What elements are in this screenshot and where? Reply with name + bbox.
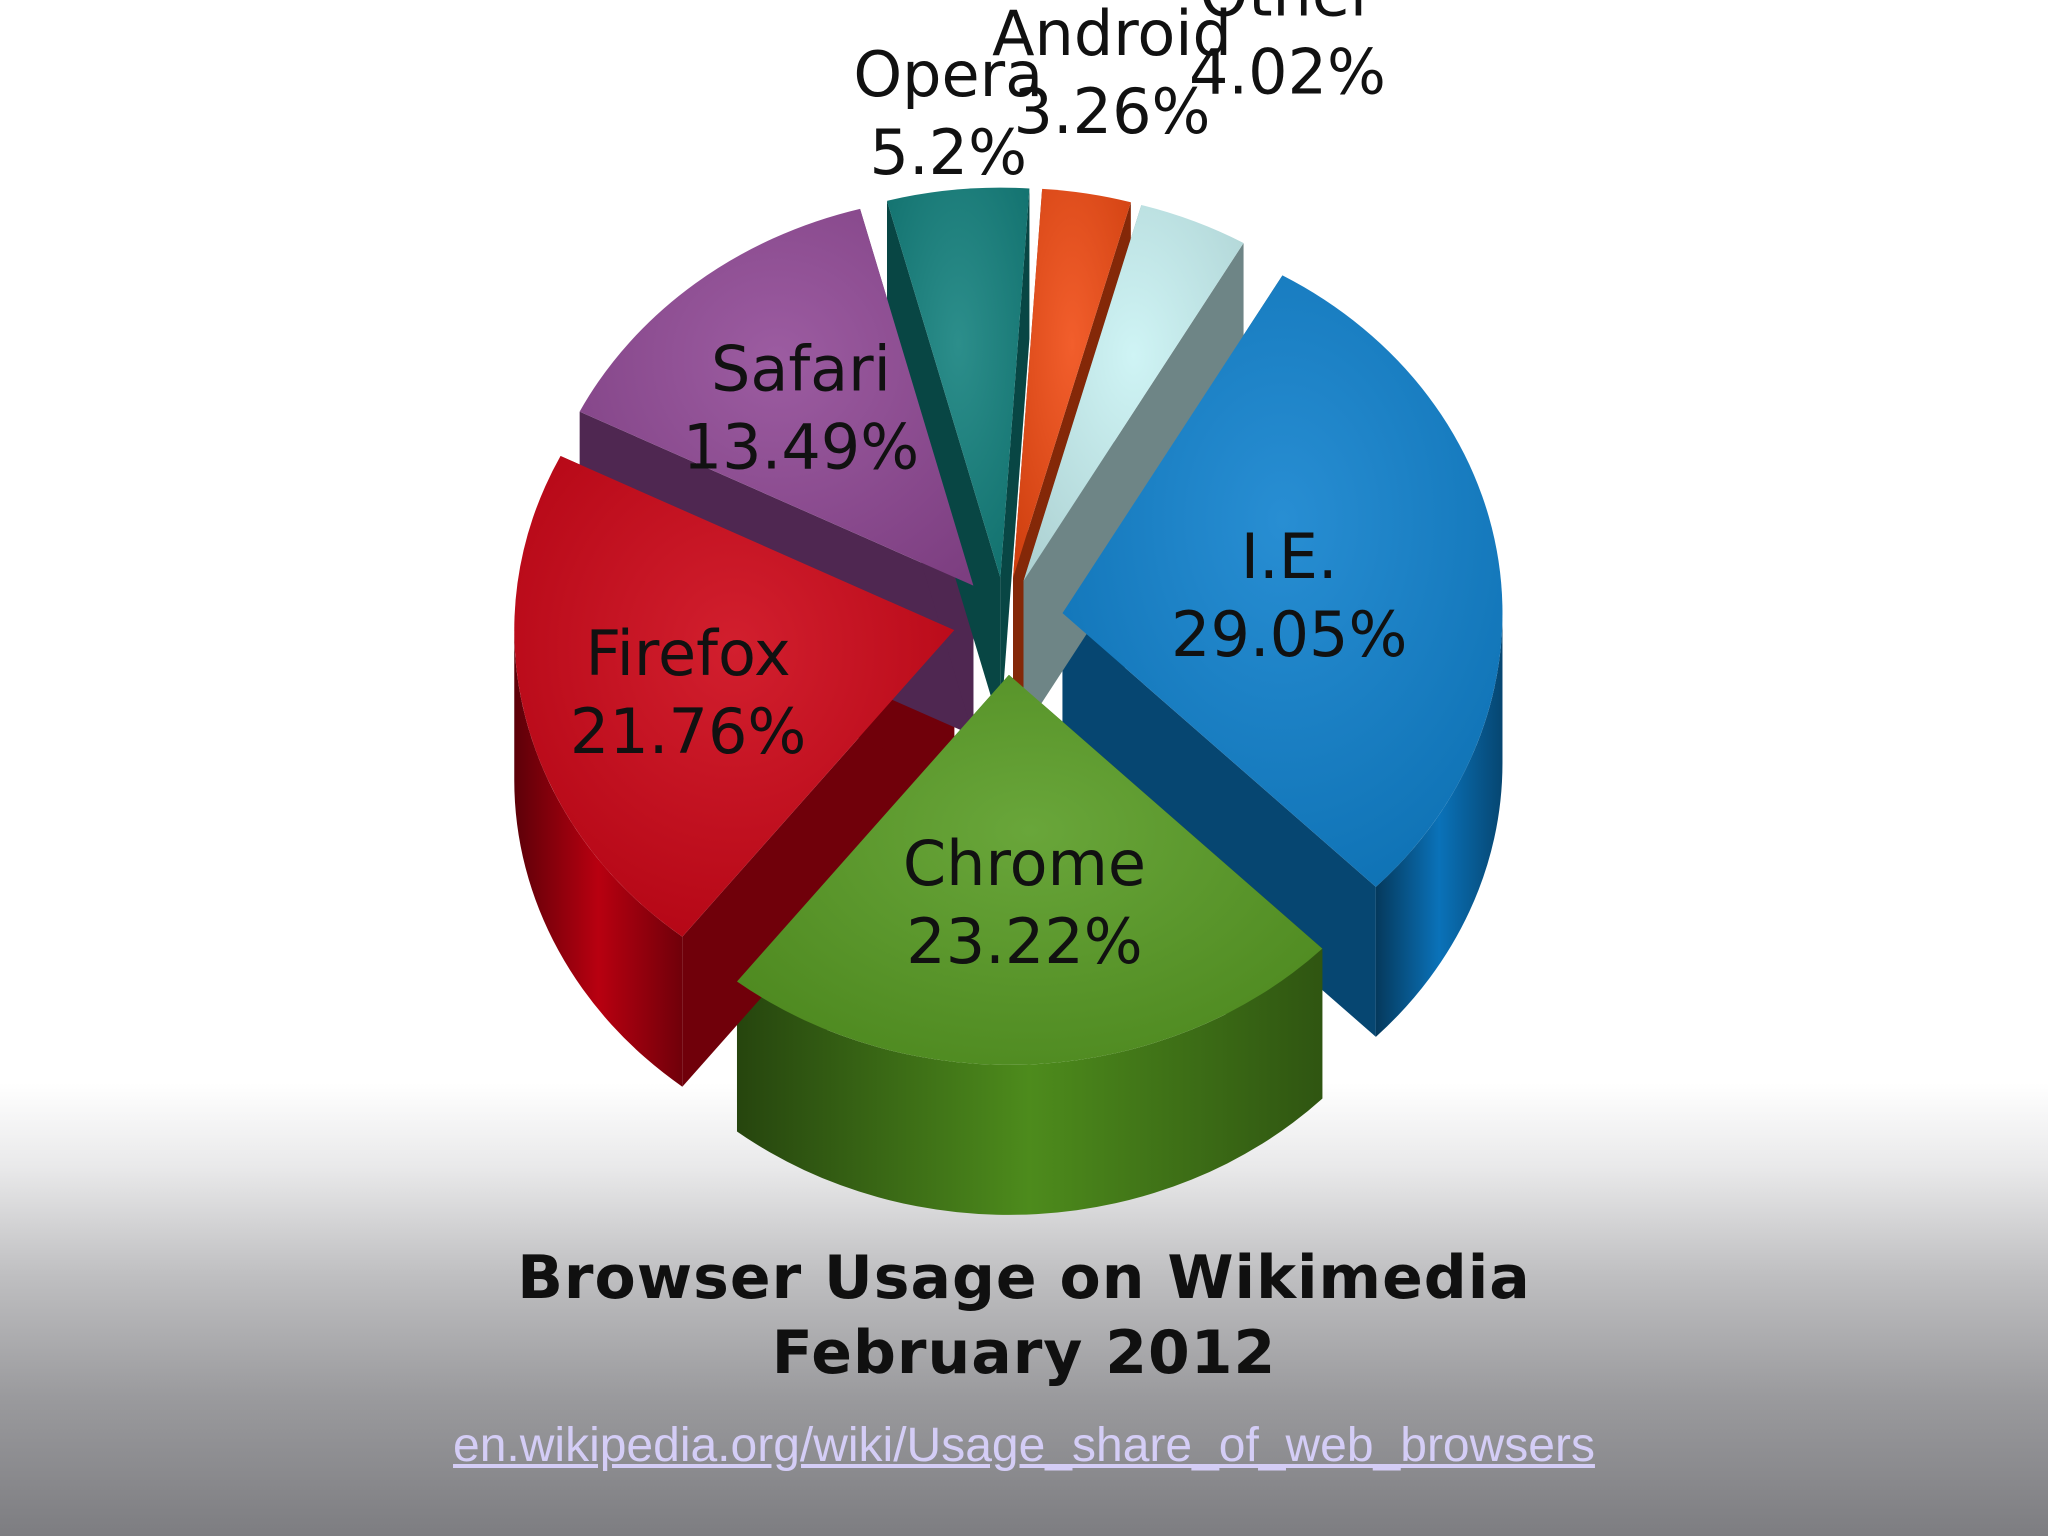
slice-label-firefox: Firefox — [585, 617, 790, 690]
slice-value-other: 4.02% — [1189, 35, 1386, 108]
slice-label-safari: Safari — [711, 332, 891, 405]
slice-rim — [514, 630, 683, 1087]
slice-value-chrome: 23.22% — [906, 905, 1142, 978]
pie-slice-other — [1023, 205, 1244, 581]
chart-subtitle: February 2012 — [771, 1318, 1277, 1388]
slice-label-android: Android — [992, 0, 1232, 70]
slice-label-other: Other — [1199, 0, 1376, 30]
source-link[interactable]: en.wikipedia.org/wiki/Usage_share_of_web… — [453, 1419, 1595, 1472]
slice-value-safari: 13.49% — [683, 410, 919, 483]
slice-value-firefox: 21.76% — [570, 695, 806, 768]
slice-cut-wall — [886, 200, 1001, 728]
pie-slice-safari — [579, 208, 974, 586]
pie-slice-android — [1013, 188, 1131, 579]
pie-slice-firefox — [514, 456, 955, 937]
pie-slice-opera — [886, 187, 1030, 578]
pie-slice-chrome — [736, 674, 1323, 1065]
pie-slice-opera-side — [886, 188, 1030, 728]
slice-label-opera: Opera — [853, 38, 1043, 111]
slice-value-android: 3.26% — [1014, 75, 1211, 148]
slice-value-opera: 5.2% — [870, 116, 1028, 189]
slice-cut-wall — [1000, 188, 1030, 728]
slice-rim — [1375, 613, 1503, 1037]
slice-value-ie: 29.05% — [1171, 598, 1407, 671]
slice-rim — [736, 948, 1323, 1215]
slice-label-ie: I.E. — [1241, 520, 1338, 593]
slice-label-chrome: Chrome — [903, 827, 1146, 900]
pie-slice-ie — [1062, 275, 1503, 887]
chart-title: Browser Usage on Wikimedia — [517, 1243, 1531, 1313]
